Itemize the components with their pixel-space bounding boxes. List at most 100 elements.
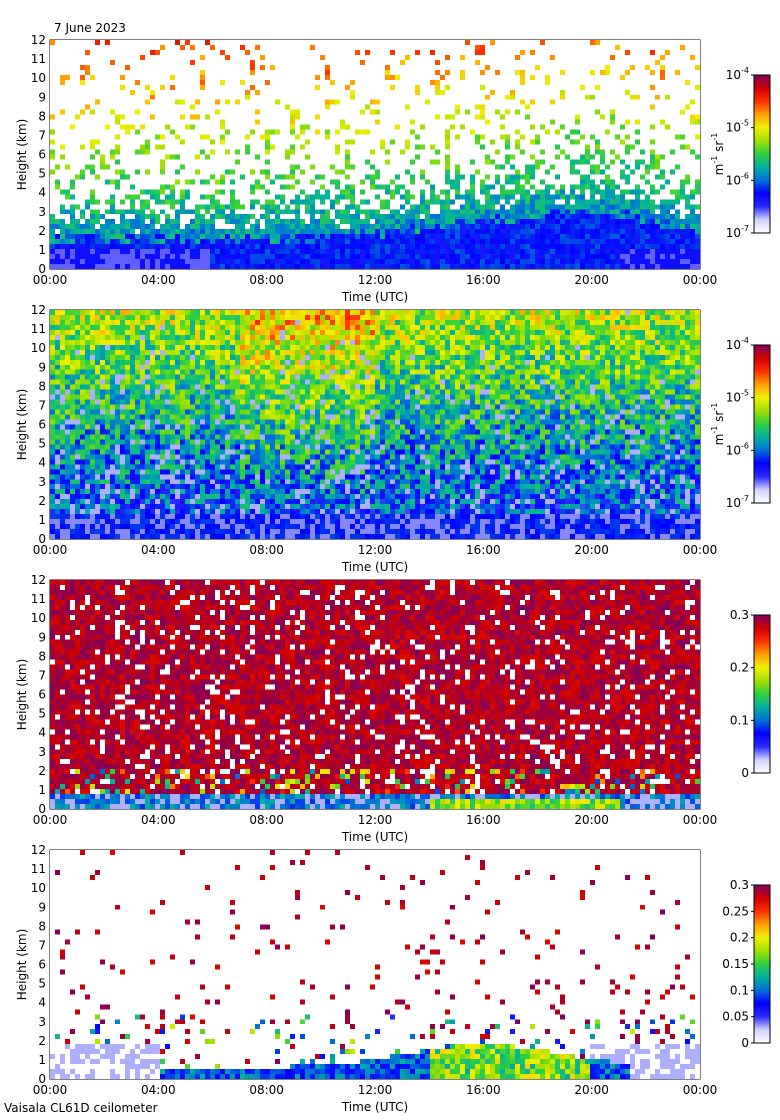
x-tick-label: 00:00 [683, 1083, 718, 1097]
heatmap-image [50, 580, 700, 809]
y-tick-label: 10 [31, 71, 46, 85]
x-tick-label: 16:00 [466, 1083, 501, 1097]
y-tick-label: 8 [38, 649, 46, 663]
heatmap-image [50, 40, 700, 269]
colorbar-tick-label: 10-5 [726, 119, 749, 135]
x-tick-label: 04:00 [141, 273, 176, 287]
x-tick-label: 12:00 [358, 1083, 393, 1097]
x-tick-label: 00:00 [683, 813, 718, 827]
colorbar-unit-label: m-1 sr-1 [710, 403, 726, 446]
x-tick-label: 12:00 [358, 273, 393, 287]
y-tick-label: 1 [38, 783, 46, 797]
x-tick-label: 20:00 [574, 1083, 609, 1097]
x-tick-label: 20:00 [574, 813, 609, 827]
x-tick-label: 00:00 [683, 543, 718, 557]
x-axis-label: Time (UTC) [341, 560, 408, 574]
heatmap-image [50, 310, 700, 539]
y-tick-label: 4 [38, 996, 46, 1010]
colorbar-tick-label: 0.3 [730, 878, 749, 892]
colorbar-tick-label: 0.1 [730, 983, 749, 997]
colorbar-tick-label: 0.3 [730, 608, 749, 622]
colorbar-tick-label: 0.2 [730, 931, 749, 945]
y-tick-label: 9 [38, 900, 46, 914]
x-tick-label: 20:00 [574, 543, 609, 557]
x-tick-label: 00:00 [33, 813, 68, 827]
y-tick-label: 7 [38, 938, 46, 952]
y-tick-label: 10 [31, 341, 46, 355]
x-tick-label: 16:00 [466, 273, 501, 287]
colorbar-tick-label: 10-5 [726, 389, 749, 405]
x-tick-label: 00:00 [683, 273, 718, 287]
x-tick-label: 04:00 [141, 543, 176, 557]
x-tick-label: 08:00 [249, 813, 284, 827]
y-tick-label: 8 [38, 379, 46, 393]
y-tick-label: 11 [31, 592, 46, 606]
y-tick-label: 7 [38, 668, 46, 682]
colorbar [753, 884, 771, 1044]
y-tick-label: 8 [38, 919, 46, 933]
colorbar-tick-label: 10-7 [726, 224, 749, 240]
y-tick-label: 0 [38, 802, 46, 816]
x-tick-label: 12:00 [358, 813, 393, 827]
date-label: 7 June 2023 [54, 21, 126, 35]
colorbar-tick-label: 0.1 [730, 713, 749, 727]
colorbar-tick-label: 10-6 [726, 171, 749, 187]
y-tick-label: 6 [38, 148, 46, 162]
y-axis-label: Height (km) [15, 929, 29, 1000]
x-tick-label: 04:00 [141, 813, 176, 827]
colorbar [753, 344, 771, 504]
y-tick-label: 12 [31, 303, 46, 317]
y-axis-label: Height (km) [15, 119, 29, 190]
x-axis-label: Time (UTC) [341, 1100, 408, 1114]
y-tick-label: 3 [38, 745, 46, 759]
y-tick-label: 2 [38, 1034, 46, 1048]
x-tick-label: 16:00 [466, 813, 501, 827]
y-tick-label: 6 [38, 688, 46, 702]
colorbar-tick-label: 10-7 [726, 494, 749, 510]
colorbar-tick-label: 0 [741, 1036, 749, 1050]
y-tick-label: 9 [38, 90, 46, 104]
x-tick-label: 12:00 [358, 543, 393, 557]
y-tick-label: 4 [38, 186, 46, 200]
y-tick-label: 7 [38, 128, 46, 142]
colorbar [753, 614, 771, 774]
y-axis-label: Height (km) [15, 389, 29, 460]
y-tick-label: 10 [31, 611, 46, 625]
y-axis-label: Height (km) [15, 659, 29, 730]
colorbar-tick-label: 0 [741, 766, 749, 780]
x-tick-label: 00:00 [33, 273, 68, 287]
x-axis-label: Time (UTC) [341, 830, 408, 844]
y-tick-label: 2 [38, 224, 46, 238]
y-tick-label: 0 [38, 262, 46, 276]
x-tick-label: 04:00 [141, 1083, 176, 1097]
x-tick-label: 00:00 [33, 543, 68, 557]
y-tick-label: 3 [38, 475, 46, 489]
colorbar-tick-label: 10-4 [726, 66, 749, 82]
y-tick-label: 11 [31, 862, 46, 876]
y-tick-label: 9 [38, 630, 46, 644]
y-tick-label: 11 [31, 322, 46, 336]
colorbar-tick-label: 10-6 [726, 441, 749, 457]
heatmap-image [50, 850, 700, 1079]
x-tick-label: 20:00 [574, 273, 609, 287]
y-tick-label: 8 [38, 109, 46, 123]
x-tick-label: 00:00 [33, 1083, 68, 1097]
y-tick-label: 9 [38, 360, 46, 374]
colorbar-tick-label: 0.15 [722, 957, 749, 971]
y-tick-label: 0 [38, 1072, 46, 1086]
y-tick-label: 5 [38, 437, 46, 451]
y-tick-label: 6 [38, 418, 46, 432]
y-tick-label: 5 [38, 977, 46, 991]
y-tick-label: 7 [38, 398, 46, 412]
y-tick-label: 4 [38, 456, 46, 470]
y-tick-label: 10 [31, 881, 46, 895]
colorbar-tick-label: 0.05 [722, 1010, 749, 1024]
x-tick-label: 08:00 [249, 543, 284, 557]
colorbar-tick-label: 10-4 [726, 336, 749, 352]
colorbar-unit-label: m-1 sr-1 [710, 133, 726, 176]
y-tick-label: 4 [38, 726, 46, 740]
y-tick-label: 2 [38, 494, 46, 508]
y-tick-label: 1 [38, 513, 46, 527]
